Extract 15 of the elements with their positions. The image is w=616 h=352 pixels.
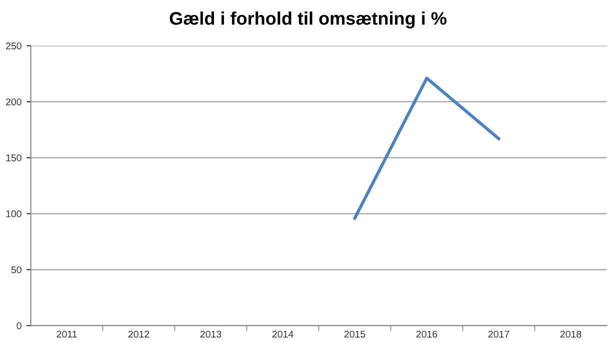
y-tick-label: 150: [6, 154, 22, 162]
x-tick-label: 2012: [128, 330, 150, 338]
y-tick-label: 50: [11, 266, 22, 274]
x-tick-label: 2016: [416, 330, 438, 338]
x-tick-label: 2015: [344, 330, 366, 338]
y-tick-label: 200: [6, 98, 22, 106]
x-tick-label: 2017: [488, 330, 510, 338]
x-tick-label: 2013: [200, 330, 222, 338]
y-tick-label: 100: [6, 210, 22, 218]
x-tick-label: 2014: [272, 330, 294, 338]
chart-title: Gæld i forhold til omsætning i %: [170, 12, 446, 28]
y-tick-label: 250: [6, 42, 22, 50]
x-tick-label: 2011: [56, 330, 77, 338]
x-tick-label: 2018: [560, 330, 582, 338]
y-tick-label: 0: [16, 322, 22, 330]
